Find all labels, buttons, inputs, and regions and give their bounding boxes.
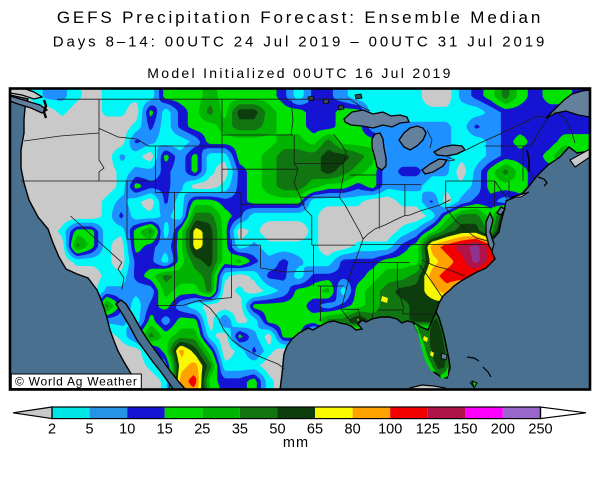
svg-text:35: 35: [232, 422, 248, 438]
svg-text:125: 125: [416, 422, 440, 438]
svg-text:Days 8–14: 00UTC 24 Jul 2019 –: Days 8–14: 00UTC 24 Jul 2019 – 00UTC 31 …: [53, 34, 547, 51]
svg-text:65: 65: [307, 422, 323, 438]
svg-text:150: 150: [453, 422, 477, 438]
svg-text:80: 80: [345, 422, 361, 438]
svg-text:10: 10: [119, 422, 135, 438]
svg-text:5: 5: [86, 422, 94, 438]
svg-text:100: 100: [378, 422, 402, 438]
svg-text:200: 200: [491, 422, 515, 438]
svg-text:© World Ag Weather: © World Ag Weather: [15, 375, 138, 389]
svg-text:GEFS Precipitation Forecast: E: GEFS Precipitation Forecast: Ensemble Me…: [57, 8, 543, 27]
svg-text:Model Initialized 00UTC 16 Jul: Model Initialized 00UTC 16 Jul 2019: [147, 65, 452, 81]
svg-text:250: 250: [528, 422, 552, 438]
svg-text:50: 50: [269, 422, 285, 438]
svg-text:15: 15: [157, 422, 173, 438]
svg-text:mm: mm: [283, 435, 309, 451]
svg-text:25: 25: [194, 422, 210, 438]
svg-text:2: 2: [48, 422, 56, 438]
